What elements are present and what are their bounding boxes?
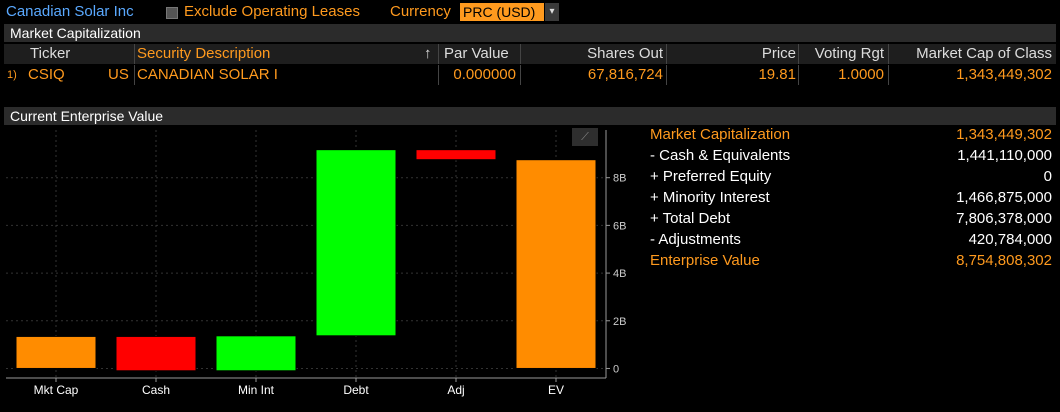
bar-mkt-cap (15, 335, 97, 369)
x-tick-label: EV (548, 383, 564, 397)
col-par-value[interactable]: Par Value (444, 45, 509, 62)
y-tick-label: 2B (613, 316, 626, 328)
ev-row-value: 1,441,110,000 (957, 147, 1052, 164)
ev-row-value: 420,784,000 (968, 231, 1052, 248)
cell-shares-out: 67,816,724 (587, 66, 663, 83)
column-divider (888, 65, 889, 85)
table-row[interactable]: 1) CSIQ US CANADIAN SOLAR I 0.000000 67,… (4, 65, 1056, 85)
currency-select[interactable]: PRC (USD) (460, 3, 544, 21)
edit-chart-icon[interactable]: ⟋ (572, 128, 598, 146)
x-tick-label: Adj (447, 383, 464, 397)
y-tick-label: 6B (613, 220, 626, 232)
ev-row: Market Capitalization 1,343,449,302 (648, 126, 1052, 146)
column-divider (888, 44, 889, 64)
column-divider (798, 44, 799, 64)
bar-debt (315, 149, 397, 337)
column-divider (798, 65, 799, 85)
ev-row-label: - Adjustments (650, 231, 741, 248)
exclude-leases-label[interactable]: Exclude Operating Leases (184, 3, 360, 20)
waterfall-chart: 0 2B 4B 6B 8B Mkt Cap Cash Min Int Debt Adj EV (6, 130, 626, 397)
cell-voting-rgt: 1.0000 (838, 66, 884, 83)
cell-market-cap: 1,343,449,302 (956, 66, 1052, 83)
enterprise-value-header: Current Enterprise Value (4, 107, 1056, 125)
cell-description: CANADIAN SOLAR I (137, 66, 278, 83)
x-tick-label: Mkt Cap (34, 383, 79, 397)
y-tick-label: 8B (613, 173, 626, 185)
cell-ticker[interactable]: CSIQ (28, 66, 65, 83)
bar-adj (415, 149, 497, 161)
x-tick-label: Min Int (238, 383, 275, 397)
bar-ev (515, 159, 597, 369)
ev-row: + Total Debt 7,806,378,000 (648, 210, 1052, 230)
col-voting-rgt[interactable]: Voting Rgt (814, 45, 884, 62)
column-divider (520, 65, 521, 85)
column-divider (438, 44, 439, 64)
ev-row-label: Market Capitalization (650, 126, 791, 143)
ev-row: + Minority Interest 1,466,875,000 (648, 189, 1052, 209)
ev-row-label: - Cash & Equivalents (650, 147, 791, 164)
market-cap-header: Market Capitalization (4, 24, 1056, 42)
col-market-cap-of-class[interactable]: Market Cap of Class (916, 45, 1052, 62)
ev-row-label: + Preferred Equity (650, 168, 772, 185)
column-divider (438, 65, 439, 85)
ev-row-label: + Minority Interest (650, 189, 770, 206)
bar-min-int (215, 335, 297, 372)
column-divider (520, 44, 521, 64)
sort-arrow-icon[interactable]: ↑ (424, 45, 432, 62)
y-tick-label: 4B (613, 268, 626, 280)
column-divider (666, 44, 667, 64)
cell-par-value: 0.000000 (453, 66, 516, 83)
ev-row-value: 1,343,449,302 (956, 126, 1052, 143)
col-security-description[interactable]: Security Description (137, 45, 271, 62)
column-divider (134, 65, 135, 85)
cell-price: 19.81 (758, 66, 796, 83)
table-header: Ticker Security Description ↑ Par Value … (4, 44, 1056, 64)
col-ticker[interactable]: Ticker (30, 45, 71, 62)
company-name-link[interactable]: Canadian Solar Inc (6, 3, 134, 20)
ev-row: - Cash & Equivalents 1,441,110,000 (648, 147, 1052, 167)
currency-label: Currency (390, 3, 451, 20)
cell-exchange: US (108, 66, 129, 83)
ev-row-value: 0 (1043, 168, 1052, 185)
ev-row: Enterprise Value 8,754,808,302 (648, 252, 1052, 272)
col-price[interactable]: Price (761, 45, 796, 62)
column-divider (134, 44, 135, 64)
bar-cash (115, 335, 197, 372)
ev-row: - Adjustments 420,784,000 (648, 231, 1052, 251)
y-tick-label: 0 (613, 363, 619, 375)
col-shares-out[interactable]: Shares Out (587, 45, 663, 62)
ev-row-label: + Total Debt (650, 210, 731, 227)
ev-row-value: 1,466,875,000 (956, 189, 1052, 206)
exclude-leases-checkbox[interactable] (166, 7, 178, 19)
ev-row-value: 8,754,808,302 (956, 252, 1052, 269)
x-tick-label: Cash (142, 383, 170, 397)
ev-row-value: 7,806,378,000 (956, 210, 1052, 227)
x-tick-label: Debt (343, 383, 369, 397)
ev-row-label: Enterprise Value (650, 252, 760, 269)
chevron-down-icon[interactable]: ▾ (545, 3, 559, 21)
row-index: 1) (7, 69, 17, 81)
column-divider (666, 65, 667, 85)
ev-row: + Preferred Equity 0 (648, 168, 1052, 188)
